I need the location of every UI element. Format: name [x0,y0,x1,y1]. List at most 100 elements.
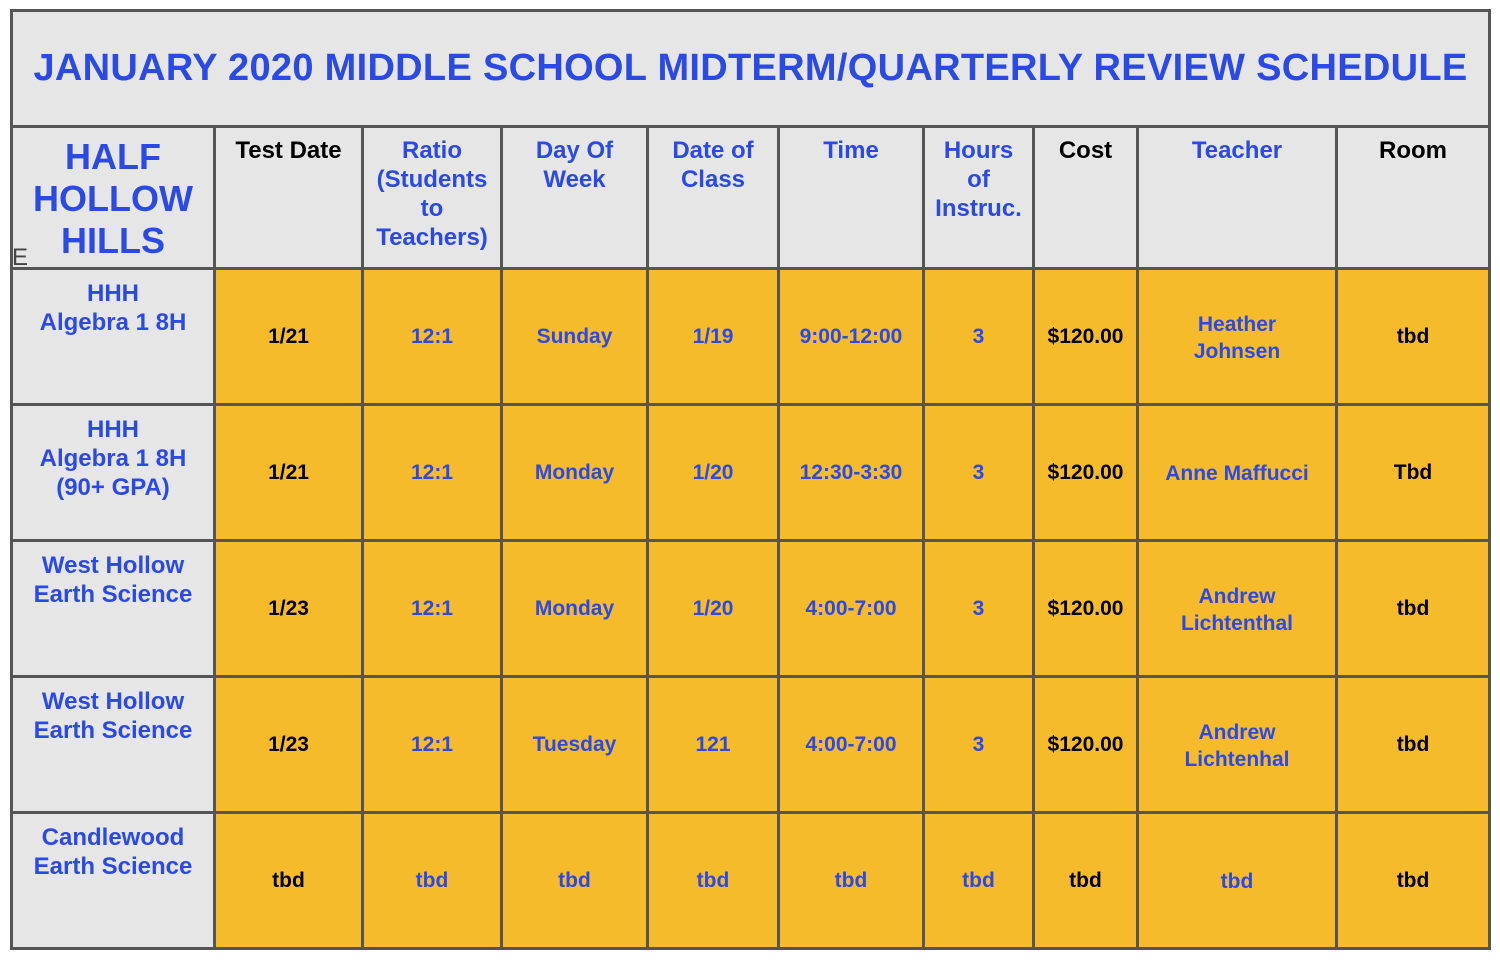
hours-cell: 3 [922,267,1035,406]
header-hours: Hours of Instruc. [922,125,1035,270]
teacher-cell-line: Andrew [1198,720,1276,744]
teacher-cell-line: Johnsen [1193,339,1281,363]
header-line: Room [1379,137,1448,164]
course-cell-line: Algebra 1 8H [39,309,187,336]
teacher-cell-line: Lichtenhal [1184,747,1290,771]
course-cell-line: Earth Science [33,853,193,880]
course-cell: West Hollow Earth Science [10,539,216,678]
test-date-cell: 1/23 [213,675,364,814]
test-date-cell: tbd [213,811,364,950]
day-cell: Monday [500,403,649,542]
table-row: HHH Algebra 1 8H 1/21 12:1 Sunday 1/19 9:00-12… [10,267,1492,406]
teacher-cell-line: tbd [1220,870,1254,893]
header-line: Class [680,166,746,193]
header-line: Time [823,137,879,164]
test-date-cell: 1/23 [213,539,364,678]
course-cell-line: West Hollow [41,552,185,579]
room-cell: tbd [1334,539,1492,678]
class-date-cell: 1/20 [646,539,780,678]
class-date-cell: tbd [646,811,780,950]
header-ratio: Ratio (Students to Teachers) [361,125,503,270]
day-cell: Monday [500,539,649,678]
ratio-cell: 12:1 [361,267,503,406]
test-date-cell: 1/21 [213,267,364,406]
course-cell-line: Candlewood [41,824,185,851]
ratio-cell: tbd [361,811,503,950]
school-line: HILLS [61,220,165,261]
hours-cell: 3 [922,403,1035,542]
course-cell-line: HHH [87,416,139,443]
header-line: Test Date [235,137,342,164]
stray-character: E [12,244,29,269]
header-line: Cost [1058,137,1113,164]
course-cell: West Hollow Earth Science [10,675,216,814]
cost-cell: $120.00 [1032,267,1139,406]
time-cell: 4:00-7:00 [777,539,925,678]
header-test-date: Test Date [213,125,364,270]
header-line: of [967,166,990,193]
header-date-of-class: Date of Class [646,125,780,270]
schedule-title: JANUARY 2020 MIDDLE SCHOOL MIDTERM/QUART… [9,9,1492,128]
room-cell: tbd [1334,811,1492,950]
schedule-rows: HHH Algebra 1 8H 1/21 12:1 Sunday 1/19 9:00-12… [10,267,1492,950]
day-cell: Sunday [500,267,649,406]
header-line: Ratio [402,137,462,164]
header-row: HALF HOLLOW HILLS E Test Date Ratio (Stu… [10,125,1492,270]
course-cell-line: West Hollow [41,688,185,715]
header-room: Room [1334,125,1492,270]
cost-cell: $120.00 [1032,675,1139,814]
time-cell: 12:30-3:30 [777,403,925,542]
table-row: Candlewood Earth Science tbd tbd tbd tbd tbd tb… [10,811,1492,950]
ratio-cell: 12:1 [361,675,503,814]
class-date-cell: 121 [646,675,780,814]
teacher-cell-line: Andrew [1198,584,1276,608]
ratio-cell: 12:1 [361,403,503,542]
header-line: Day Of [535,137,614,164]
header-time: Time [777,125,925,270]
teacher-cell: Heather Johnsen [1136,267,1338,406]
room-cell: tbd [1334,675,1492,814]
schedule-table: JANUARY 2020 MIDDLE SCHOOL MIDTERM/QUART… [9,9,1492,950]
header-line: to [420,195,444,222]
title-row: JANUARY 2020 MIDDLE SCHOOL MIDTERM/QUART… [9,9,1492,128]
header-line: Teacher [1191,137,1283,164]
class-date-cell: 1/20 [646,403,780,542]
table-row: HHH Algebra 1 8H (90+ GPA) 1/21 12:1 Monday 1/… [10,403,1492,542]
teacher-cell: Anne Maffucci [1136,403,1338,542]
day-cell: Tuesday [500,675,649,814]
header-line: Teachers) [376,224,488,251]
course-cell: HHH Algebra 1 8H [10,267,216,406]
room-cell: tbd [1334,267,1492,406]
course-cell-line: (90+ GPA) [56,474,170,501]
header-line: Hours [943,137,1014,164]
table-row: West Hollow Earth Science 1/23 12:1 Tuesday 1… [10,675,1492,814]
day-cell: tbd [500,811,649,950]
teacher-cell-line: Anne Maffucci [1165,462,1309,485]
course-cell-line: Earth Science [33,717,193,744]
time-cell: 4:00-7:00 [777,675,925,814]
course-cell-line: HHH [87,280,139,307]
header-teacher: Teacher [1136,125,1338,270]
school-line: HOLLOW [33,178,193,219]
room-cell: Tbd [1334,403,1492,542]
time-cell: tbd [777,811,925,950]
school-line: HALF [65,136,161,177]
time-cell: 9:00-12:00 [777,267,925,406]
cost-cell: $120.00 [1032,539,1139,678]
header-line: Week [543,166,606,193]
teacher-cell: Andrew Lichtenhal [1136,675,1338,814]
teacher-cell: tbd [1136,811,1338,950]
class-date-cell: 1/19 [646,267,780,406]
cost-cell: $120.00 [1032,403,1139,542]
header-line: (Students [376,166,488,193]
course-cell: HHH Algebra 1 8H (90+ GPA) [10,403,216,542]
cost-cell: tbd [1032,811,1139,950]
teacher-cell: Andrew Lichtenthal [1136,539,1338,678]
test-date-cell: 1/21 [213,403,364,542]
header-line: Date of [672,137,754,164]
schedule-sheet: JANUARY 2020 MIDDLE SCHOOL MIDTERM/QUART… [9,9,1492,950]
hours-cell: 3 [922,675,1035,814]
teacher-cell-line: Lichtenthal [1180,611,1293,635]
teacher-cell-line: Heather [1197,312,1277,336]
course-cell-line: Algebra 1 8H [39,445,187,472]
